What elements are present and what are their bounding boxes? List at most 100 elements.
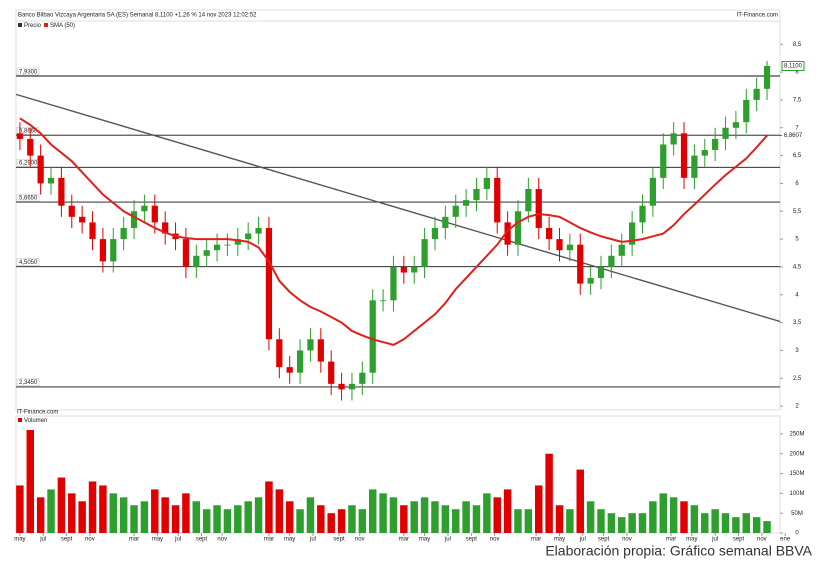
volume-bar	[752, 517, 761, 533]
candle-body	[162, 222, 169, 234]
y-tick-label: 250M	[789, 431, 804, 437]
volume-bar	[68, 493, 76, 533]
volume-bar	[742, 513, 751, 533]
candle-body	[452, 205, 459, 217]
volume-bar	[389, 497, 398, 533]
x-tick-label: mar	[264, 537, 274, 543]
volume-bar	[130, 505, 138, 533]
candle-body	[743, 99, 750, 123]
volume-bar	[109, 493, 118, 533]
candle-body	[141, 205, 148, 212]
candle-body	[245, 233, 252, 240]
y-tick-label: 8	[795, 70, 799, 76]
volume-bar	[26, 429, 35, 533]
x-tick-label: nov	[85, 537, 95, 543]
last-price-box	[781, 60, 805, 71]
candle-body	[763, 65, 771, 89]
level-label-box	[16, 67, 40, 76]
x-tick-label: mar	[129, 537, 139, 543]
x-tick-label: may	[152, 537, 163, 543]
candle-body	[276, 339, 283, 368]
candle-body	[670, 133, 677, 145]
volume-bar	[566, 509, 574, 533]
volume-bar	[483, 493, 491, 533]
x-tick-label: jul	[174, 537, 181, 543]
volume-bar	[182, 493, 190, 533]
x-tick-label: jul	[309, 537, 316, 543]
volume-bar	[524, 509, 533, 533]
volume-bar	[400, 505, 408, 533]
volume-bar	[161, 497, 169, 533]
candle-body	[296, 350, 304, 373]
candle-body	[193, 255, 200, 267]
y-tick-label: 5	[795, 237, 799, 243]
y-tick-label: 8,5	[793, 42, 802, 48]
volume-bar	[223, 509, 232, 533]
y-tick-label: 4,5	[793, 265, 802, 271]
candle-body	[265, 227, 273, 340]
volume-bar	[88, 481, 97, 533]
level-label: 5,6650	[19, 195, 38, 201]
volume-bar	[348, 505, 356, 533]
y-tick-label: 200M	[789, 451, 804, 457]
candle-body	[58, 177, 65, 206]
candle-body	[110, 239, 117, 262]
volume-bar	[721, 513, 730, 533]
candle-body	[203, 250, 210, 256]
y-tick-label: 7	[795, 125, 799, 131]
candle-body	[213, 244, 221, 251]
header-source: IT-Finance.com	[737, 13, 778, 19]
x-tick-label: sept	[61, 537, 73, 543]
candle-body	[130, 211, 138, 228]
candle-body	[462, 200, 470, 206]
x-tick-label: nov	[355, 537, 365, 543]
watermark: IT-Finance.com	[17, 410, 58, 416]
y-tick-label: 7,5	[793, 98, 802, 104]
volume-bar	[669, 497, 678, 533]
x-tick-label: nov	[490, 537, 500, 543]
volume-bar	[545, 453, 553, 533]
level-label-box	[16, 193, 40, 202]
x-tick-label: nov	[217, 537, 227, 543]
candle-body	[411, 266, 418, 273]
candle-body	[629, 222, 636, 245]
volume-bar	[514, 509, 522, 533]
volume-bar	[607, 513, 616, 533]
candle-body	[535, 189, 542, 228]
volume-bar	[701, 513, 709, 533]
candle-body	[525, 189, 532, 212]
volume-bar	[119, 497, 128, 533]
level-label: 2,3450	[19, 380, 38, 386]
candle-body	[566, 244, 573, 251]
candle-body	[577, 244, 584, 284]
volume-bar	[441, 505, 450, 533]
candle-body	[587, 278, 594, 284]
candle-body	[224, 244, 231, 246]
legend-swatch	[18, 23, 22, 27]
volume-bar	[628, 513, 636, 533]
volume-bar	[472, 505, 481, 533]
volume-bar	[649, 501, 657, 533]
candle-body	[338, 383, 345, 390]
trend-line	[15, 93, 781, 323]
candle-body	[722, 127, 729, 139]
x-tick-label: jul	[39, 537, 46, 543]
volume-bar	[327, 513, 335, 533]
volume-bar	[576, 469, 584, 533]
volume-bar	[57, 477, 66, 533]
volume-bar	[503, 489, 512, 533]
price-panel	[15, 9, 781, 411]
x-tick-label: sept	[333, 537, 345, 543]
x-tick-label: may	[419, 537, 430, 543]
candle-body	[701, 150, 708, 156]
level-label-box	[16, 378, 40, 387]
volume-bar	[368, 489, 377, 533]
candle-body	[680, 133, 688, 178]
y-tick-label: 50M	[791, 511, 803, 517]
y-tick-label: 0	[795, 531, 799, 537]
volume-bar	[555, 505, 564, 533]
candle-body	[649, 177, 656, 206]
x-tick-label: sept	[196, 537, 208, 543]
volume-bar	[171, 505, 180, 533]
x-tick-label: jul	[711, 537, 718, 543]
